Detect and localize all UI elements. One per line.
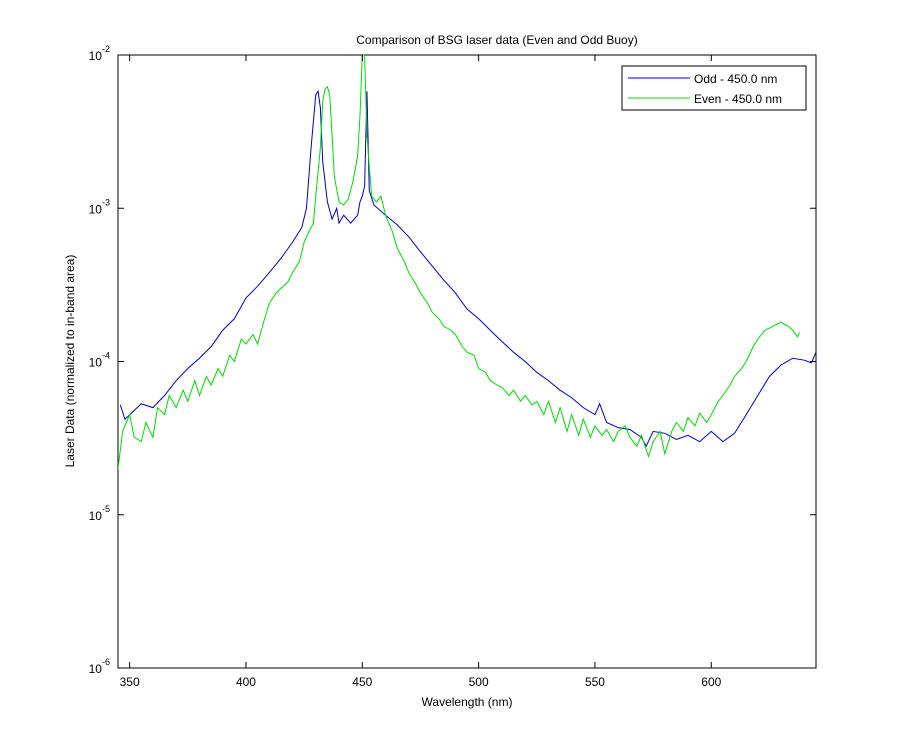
data-line: [118, 55, 801, 469]
x-tick-label: 500: [469, 675, 489, 689]
x-tick-label: 400: [236, 675, 256, 689]
y-tick-base: 10: [89, 662, 103, 676]
y-tick-label: 10-4: [89, 351, 110, 370]
data-line: [119, 89, 816, 448]
x-tick-label: 550: [585, 675, 605, 689]
x-tick-label: 350: [120, 675, 140, 689]
y-tick-base: 10: [89, 202, 103, 216]
plot-area: [117, 54, 817, 669]
y-tick-exponent: -6: [102, 657, 110, 667]
chart-title: Comparison of BSG laser data (Even and O…: [356, 33, 637, 47]
y-tick-exponent: -3: [102, 197, 110, 207]
y-tick-base: 10: [89, 356, 103, 370]
y-tick-exponent: -4: [102, 351, 110, 361]
y-axis-label: Laser Data (normalized to in-band area): [63, 255, 77, 468]
y-tick-label: 10-3: [89, 197, 110, 216]
legend-label: Even - 450.0 nm: [694, 92, 782, 106]
y-tick-label: 10-2: [89, 44, 110, 63]
x-tick-label: 600: [701, 675, 721, 689]
y-tick-base: 10: [89, 49, 103, 63]
lines: [118, 55, 816, 469]
y-tick-base: 10: [89, 509, 103, 523]
x-tick-label: 450: [352, 675, 372, 689]
y-tick-exponent: -2: [102, 44, 110, 54]
x-axis-label: Wavelength (nm): [422, 695, 513, 709]
y-tick-label: 10-6: [89, 657, 110, 676]
y-tick-exponent: -5: [102, 504, 110, 514]
legend-box: [621, 65, 807, 111]
legend-label: Odd - 450.0 nm: [694, 72, 777, 86]
y-tick-label: 10-5: [89, 504, 110, 523]
